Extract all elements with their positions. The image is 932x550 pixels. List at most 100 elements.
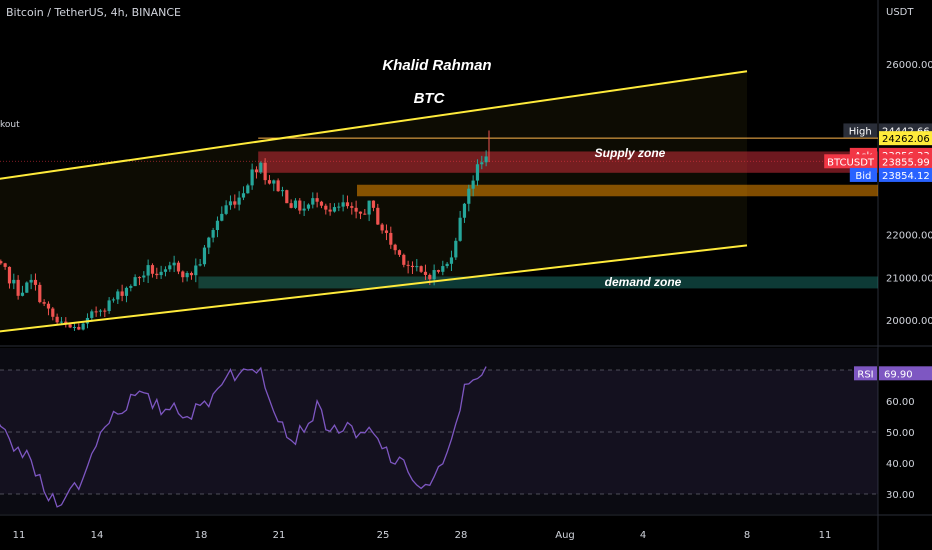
candle-body[interactable] [46,303,51,309]
candle-body[interactable] [480,162,484,165]
candle-body[interactable] [389,232,393,245]
candle-body[interactable] [51,308,55,317]
candle-body[interactable] [215,220,220,231]
candle-body[interactable] [68,324,72,328]
candle-body[interactable] [471,180,475,189]
candle-body[interactable] [16,279,20,296]
candle-body[interactable] [172,262,176,266]
candle-body[interactable] [129,286,133,288]
candle-body[interactable] [376,207,380,225]
candle-body[interactable] [42,302,46,304]
candle-body[interactable] [194,265,198,276]
candle-body[interactable] [449,257,454,264]
candle-body[interactable] [415,266,419,268]
candle-body[interactable] [237,197,241,205]
rsi-value-badge[interactable] [879,366,932,381]
candle-body[interactable] [276,180,280,192]
candle-body[interactable] [354,207,358,212]
candle-body[interactable] [90,311,94,318]
candle-body[interactable] [111,299,116,301]
candle-body[interactable] [228,201,233,206]
candle-body[interactable] [211,230,215,238]
candle-body[interactable] [25,282,29,293]
candle-body[interactable] [367,200,371,215]
candle-body[interactable] [380,224,384,231]
candle-body[interactable] [0,261,3,264]
candle-body[interactable] [137,277,142,279]
channel-lower-line[interactable] [0,244,748,333]
candle-body[interactable] [263,162,267,181]
candle-body[interactable] [350,206,354,208]
candle-body[interactable] [250,169,254,186]
candle-body[interactable] [393,244,397,251]
candle-body[interactable] [77,326,81,330]
candle-body[interactable] [293,200,298,208]
badge-level[interactable] [879,131,932,146]
candle-body[interactable] [306,204,311,209]
zone-demand[interactable] [198,276,878,289]
candle-body[interactable] [371,200,376,208]
candle-body[interactable] [163,269,168,272]
candle-body[interactable] [176,262,181,272]
candle-body[interactable] [181,271,185,278]
candle-body[interactable] [384,230,389,233]
candle-body[interactable] [224,205,228,214]
candle-body[interactable] [81,323,85,330]
candle-body[interactable] [241,193,246,198]
candle-body[interactable] [198,264,202,266]
candle-body[interactable] [103,310,107,312]
candle-body[interactable] [107,300,111,312]
candle-body[interactable] [142,275,146,278]
candle-body[interactable] [419,266,423,272]
candle-body[interactable] [185,272,189,278]
candle-body[interactable] [332,207,337,212]
candle-body[interactable] [233,201,237,205]
candle-body[interactable] [345,202,350,207]
zone-orange[interactable] [357,184,878,197]
candle-body[interactable] [289,203,293,208]
candle-body[interactable] [358,211,363,214]
candle-body[interactable] [319,201,324,206]
candle-body[interactable] [38,284,42,303]
candle-body[interactable] [272,180,276,184]
candle-body[interactable] [146,265,150,276]
candle-body[interactable] [207,237,211,248]
candle-body[interactable] [428,274,432,280]
candle-body[interactable] [324,205,328,210]
candle-body[interactable] [120,291,124,296]
candle-body[interactable] [3,263,7,267]
candle-body[interactable] [462,203,467,218]
candle-body[interactable] [436,270,441,272]
badge-last-tag[interactable] [824,154,877,169]
candle-body[interactable] [59,321,64,323]
candle-body[interactable] [341,202,345,207]
rsi-line[interactable] [0,366,487,508]
badge-bid-tag[interactable] [849,167,877,182]
candle-body[interactable] [254,169,259,173]
candle-body[interactable] [280,190,285,192]
candle-body[interactable] [12,279,16,284]
candle-body[interactable] [475,164,480,181]
candle-body[interactable] [189,272,194,276]
candle-body[interactable] [168,265,172,270]
candle-body[interactable] [410,265,415,268]
candle-body[interactable] [402,254,406,265]
candle-body[interactable] [454,240,458,258]
candle-body[interactable] [116,291,120,300]
candle-body[interactable] [441,266,445,272]
candle-body[interactable] [55,316,59,323]
candle-body[interactable] [315,198,319,202]
rsi-tag[interactable] [854,366,877,381]
candle-body[interactable] [397,250,402,255]
candle-body[interactable] [311,198,315,205]
candle-body[interactable] [94,311,98,313]
candle-body[interactable] [124,287,129,296]
candle-body[interactable] [406,264,410,266]
candle-body[interactable] [337,206,341,208]
candle-body[interactable] [159,271,163,276]
candle-body[interactable] [484,156,488,163]
candle-body[interactable] [267,180,272,184]
candle-body[interactable] [285,190,289,204]
candle-body[interactable] [423,271,428,275]
